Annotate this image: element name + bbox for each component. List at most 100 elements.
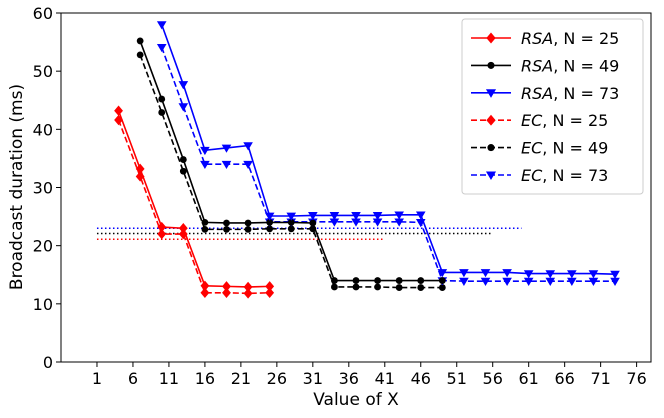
data-point — [588, 270, 599, 279]
data-point — [394, 218, 404, 227]
legend-label-suffix: , N = 49 — [553, 56, 619, 75]
series-layer — [114, 21, 620, 299]
data-point — [178, 103, 189, 112]
data-point — [308, 212, 318, 221]
data-point — [374, 277, 381, 284]
data-point — [244, 225, 252, 233]
legend-item: RSA, N = 73 — [471, 84, 619, 103]
x-tick-label: 1 — [92, 369, 102, 388]
y-axis-label: Broadcast duration (ms) — [7, 84, 27, 290]
data-point — [243, 281, 253, 293]
data-point — [545, 270, 556, 279]
data-point — [352, 283, 360, 291]
x-tick-label: 16 — [195, 369, 215, 388]
data-point — [351, 218, 361, 227]
data-point — [243, 160, 253, 170]
data-point — [222, 281, 231, 292]
legend-item: RSA, N = 25 — [471, 29, 619, 48]
data-point — [243, 142, 253, 151]
x-tick-label: 21 — [231, 369, 251, 388]
data-point — [265, 287, 275, 298]
y-tick-label: 0 — [43, 353, 53, 372]
data-point — [610, 277, 620, 286]
legend-label-suffix: , N = 73 — [542, 166, 608, 185]
series-line — [160, 24, 616, 275]
data-point — [480, 269, 491, 278]
legend-label-suffix: , N = 25 — [542, 111, 608, 130]
x-tick-label: 56 — [483, 369, 503, 388]
x-tick-label: 31 — [303, 369, 323, 388]
series-line — [160, 47, 616, 282]
legend-label-prefix: RSA — [521, 56, 553, 75]
legend-label: RSA, N = 49 — [521, 56, 619, 75]
data-point — [200, 280, 210, 292]
x-axis-ticks: 1 6 11 16 21 26 31 36 41 46 51 56 61 66 71 76 — [92, 362, 647, 388]
data-point — [502, 269, 512, 278]
legend-item: EC, N = 25 — [471, 111, 608, 130]
data-point — [485, 171, 497, 181]
data-point — [523, 270, 534, 279]
legend-label: RSA, N = 25 — [521, 29, 619, 48]
data-point — [545, 277, 556, 286]
data-point — [266, 219, 274, 226]
data-point — [487, 61, 495, 69]
data-point — [438, 277, 446, 284]
data-point — [157, 228, 167, 240]
data-point — [351, 212, 361, 221]
x-axis-label: Value of X — [313, 390, 399, 410]
x-tick-label: 61 — [519, 369, 539, 388]
data-point — [394, 211, 404, 220]
y-axis-ticks: 0 10 20 30 40 50 60 — [33, 4, 61, 372]
data-point — [331, 277, 338, 284]
data-point — [158, 95, 166, 103]
data-point — [395, 284, 403, 291]
data-point — [135, 171, 145, 182]
series — [114, 105, 275, 293]
legend-label-prefix: RSA — [521, 84, 553, 103]
data-point — [222, 287, 231, 298]
data-point — [286, 212, 297, 221]
data-point — [244, 219, 252, 227]
legend-label-suffix: , N = 49 — [542, 139, 608, 158]
data-point — [136, 51, 144, 59]
data-point — [178, 228, 188, 240]
data-point — [158, 109, 166, 116]
data-point — [523, 277, 534, 286]
data-point — [136, 37, 144, 45]
data-point — [201, 219, 209, 226]
data-point — [221, 160, 232, 170]
data-point — [417, 277, 425, 284]
data-point — [567, 270, 577, 279]
data-point — [200, 160, 210, 170]
x-tick-label: 71 — [590, 369, 610, 388]
legend-item: EC, N = 73 — [471, 166, 608, 185]
data-point — [352, 277, 360, 284]
data-point — [329, 218, 340, 227]
data-point — [287, 219, 295, 226]
data-point — [178, 81, 189, 90]
data-point — [309, 219, 317, 227]
data-point — [487, 144, 495, 152]
data-point — [223, 219, 230, 227]
data-point — [610, 270, 620, 279]
series — [136, 37, 446, 284]
legend-label: EC, N = 25 — [521, 111, 608, 130]
data-point — [417, 284, 425, 291]
y-tick-label: 10 — [33, 295, 53, 314]
legend-label-prefix: EC — [521, 166, 543, 185]
data-point — [372, 212, 383, 221]
data-point — [567, 277, 577, 286]
y-tick-label: 30 — [33, 179, 53, 198]
legend-label-suffix: , N = 25 — [553, 29, 619, 48]
data-point — [502, 277, 512, 286]
data-point — [221, 144, 232, 153]
data-point — [114, 105, 123, 116]
series — [136, 51, 446, 291]
data-point — [179, 167, 187, 175]
legend-box — [461, 18, 644, 195]
x-tick-label: 76 — [626, 369, 646, 388]
series — [114, 114, 275, 299]
data-point — [178, 223, 188, 234]
